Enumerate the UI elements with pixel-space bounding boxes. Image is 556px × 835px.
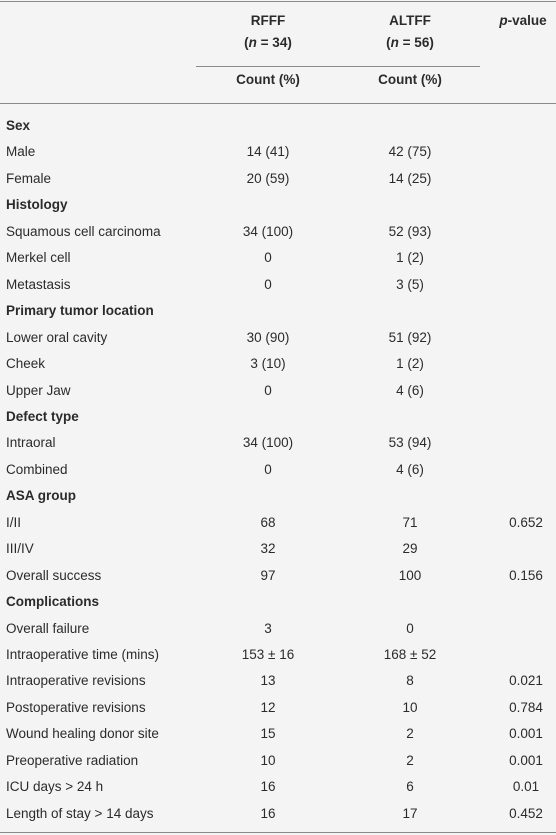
cell-rfff: 32 <box>260 541 276 557</box>
cell-p-value: 0.652 <box>509 514 543 530</box>
cell-rfff: 10 <box>260 752 276 768</box>
cell-altff: 2 <box>406 752 414 768</box>
subheader: Count (%) <box>236 72 300 87</box>
cell-p-value: 0.784 <box>509 699 543 715</box>
section-heading: Complications <box>6 594 100 610</box>
cell-altff: 4 (6) <box>396 382 424 398</box>
cell-altff: 1 (2) <box>396 356 424 372</box>
row-label: ICU days > 24 h <box>6 779 104 795</box>
top-rule <box>0 1 556 2</box>
cell-altff: 52 (93) <box>388 223 432 239</box>
cell-altff: 2 <box>406 726 414 742</box>
cell-altff: 100 <box>398 567 422 583</box>
cell-rfff: 14 (41) <box>246 144 290 160</box>
row-label: Overall failure <box>6 620 90 636</box>
cell-rfff: 34 (100) <box>242 223 294 239</box>
cell-p-value: 0.01 <box>512 779 540 795</box>
n-open: ( <box>386 35 391 50</box>
cell-p-value: 0.452 <box>509 805 543 821</box>
section-heading: Defect type <box>6 408 79 424</box>
row-label: I/II <box>6 514 22 530</box>
section-heading: Sex <box>6 118 31 133</box>
n-symbol: n <box>390 35 399 50</box>
subheader: Count (%) <box>378 72 442 87</box>
row-label: Overall success <box>6 567 102 583</box>
cell-altff: 53 (94) <box>388 435 432 451</box>
cell-altff: 1 (2) <box>396 250 424 266</box>
n-open: ( <box>244 35 249 50</box>
p-value-header: p-value <box>490 11 556 31</box>
row-label: Length of stay > 14 days <box>6 805 154 821</box>
group-name: RFFF <box>250 13 286 28</box>
row-label: III/IV <box>6 541 34 557</box>
cell-rfff: 68 <box>260 514 276 530</box>
cell-altff: 17 <box>402 805 418 821</box>
header-rule <box>0 103 556 104</box>
row-label: Lower oral cavity <box>6 329 108 345</box>
cell-rfff: 0 <box>264 276 272 292</box>
row-label: Metastasis <box>6 276 71 292</box>
p-rest: -value <box>507 13 547 28</box>
cell-rfff: 30 (90) <box>246 329 290 345</box>
bottom-rule <box>0 832 556 833</box>
cell-rfff: 0 <box>264 461 272 477</box>
n-rest: = 34) <box>256 35 292 50</box>
row-label: Upper Jaw <box>6 382 71 398</box>
cell-rfff: 153 ± 16 <box>241 647 295 662</box>
row-label: Combined <box>6 461 68 477</box>
cell-altff: 71 <box>402 514 418 530</box>
cell-altff: 14 (25) <box>388 170 432 186</box>
cell-rfff: 0 <box>264 250 272 266</box>
cell-rfff: 15 <box>260 726 276 742</box>
section-heading: Histology <box>6 197 68 213</box>
cell-rfff: 13 <box>260 673 276 689</box>
cell-altff: 8 <box>406 673 414 689</box>
cell-altff: 0 <box>406 620 414 636</box>
row-label: Female <box>6 170 52 186</box>
row-label: Squamous cell carcinoma <box>6 223 161 239</box>
cell-rfff: 3 (10) <box>250 356 286 372</box>
row-label: Wound healing donor site <box>6 726 159 742</box>
row-label: Intraoperative time (mins) <box>6 647 160 662</box>
n-rest: = 56) <box>398 35 434 50</box>
cell-rfff: 16 <box>260 805 276 821</box>
n-symbol: n <box>248 35 257 50</box>
row-label: Preoperative radiation <box>6 752 139 768</box>
cell-altff: 10 <box>402 699 418 715</box>
cell-rfff: 12 <box>260 699 276 715</box>
cell-p-value: 0.001 <box>509 752 543 768</box>
cell-rfff: 34 (100) <box>242 435 294 451</box>
cell-altff: 4 (6) <box>396 461 424 477</box>
group-n: (n = 56) <box>340 33 480 53</box>
cell-altff: 51 (92) <box>388 329 432 345</box>
group-name: ALTFF <box>389 13 431 28</box>
cell-p-value: 0.156 <box>509 567 543 583</box>
cell-altff: 3 (5) <box>396 276 424 292</box>
row-label: Male <box>6 144 36 160</box>
group-n: (n = 34) <box>196 33 340 53</box>
row-label: Intraoperative revisions <box>6 673 146 689</box>
row-label: Intraoral <box>6 435 56 451</box>
cell-rfff: 3 <box>264 620 272 636</box>
cell-rfff: 16 <box>260 779 276 795</box>
row-label: Cheek <box>6 356 46 372</box>
cell-rfff: 20 (59) <box>246 170 290 186</box>
p-symbol: p <box>499 13 508 28</box>
cell-altff: 42 (75) <box>388 144 432 160</box>
cell-altff: 6 <box>406 779 414 795</box>
cell-altff: 168 ± 52 <box>383 647 437 662</box>
cell-rfff: 0 <box>264 382 272 398</box>
group-rule <box>196 66 480 67</box>
row-label: Merkel cell <box>6 250 71 266</box>
section-heading: ASA group <box>6 488 76 504</box>
cell-p-value: 0.001 <box>509 726 543 742</box>
cell-rfff: 97 <box>260 567 276 583</box>
section-heading: Primary tumor location <box>6 303 154 319</box>
row-label: Postoperative revisions <box>6 699 146 715</box>
cell-altff: 29 <box>402 541 418 557</box>
cell-p-value: 0.021 <box>509 673 543 689</box>
